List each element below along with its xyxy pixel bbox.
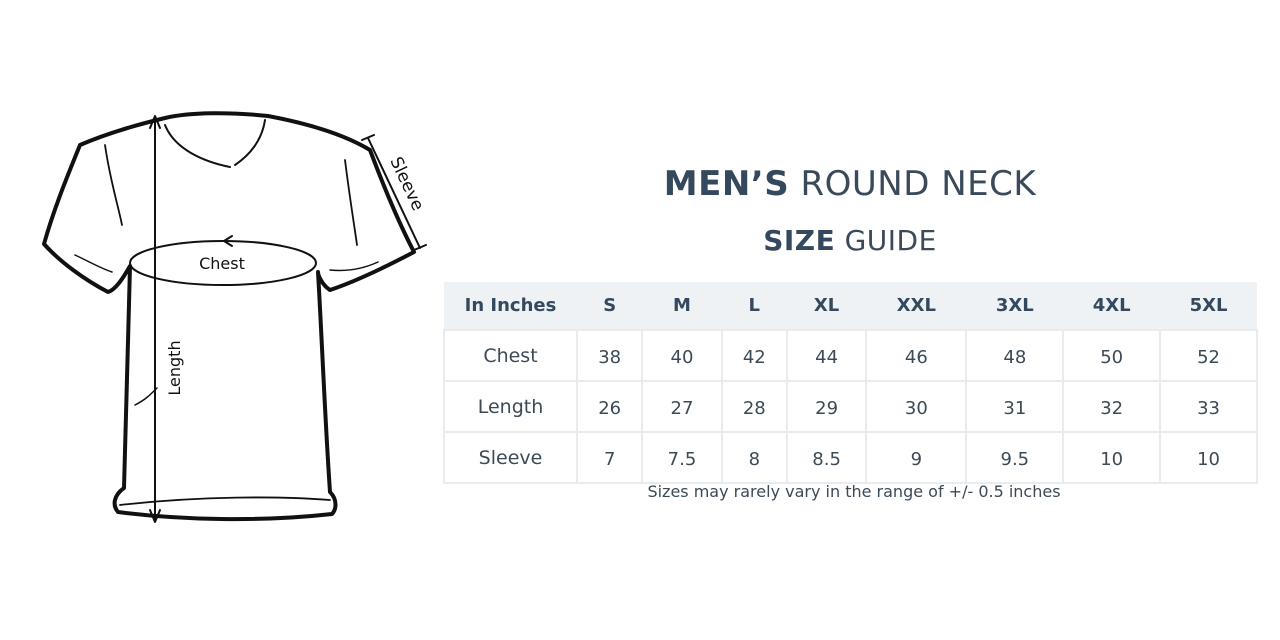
column-header: 4XL <box>1063 282 1161 330</box>
row-label: Chest <box>443 329 578 382</box>
table-cell: 10 <box>1062 431 1162 484</box>
column-header: 3XL <box>966 282 1064 330</box>
table-cell: 38 <box>575 329 644 382</box>
table-cell: 7 <box>575 431 644 484</box>
chest-label: Chest <box>199 254 245 273</box>
sleeve-arrow <box>361 134 427 251</box>
title-bold: MEN’S <box>663 164 790 204</box>
table-cell: 46 <box>865 329 968 382</box>
table-cell: 8.5 <box>785 431 868 484</box>
shirt-outline <box>42 111 416 522</box>
table-cell: 31 <box>965 380 1065 433</box>
table-cell: 42 <box>720 329 788 382</box>
table-cell: 27 <box>641 380 723 433</box>
table-row: Chest 38 40 42 44 46 48 50 52 <box>443 329 1258 382</box>
table-cell: 44 <box>785 329 868 382</box>
column-header: 5XL <box>1160 282 1257 330</box>
column-header: M <box>642 282 722 330</box>
table-cell: 28 <box>720 380 788 433</box>
table-cell: 10 <box>1159 431 1258 484</box>
column-header: XL <box>786 282 867 330</box>
length-arrow <box>149 115 161 523</box>
page-subtitle: SIZE GUIDE <box>440 224 1260 257</box>
column-header: XXL <box>866 282 967 330</box>
page-title: MEN’S ROUND NECK <box>440 164 1260 204</box>
column-header: L <box>721 282 787 330</box>
subtitle-light: GUIDE <box>844 224 937 257</box>
table-cell: 30 <box>865 380 968 433</box>
size-note: Sizes may rarely vary in the range of +/… <box>647 482 1061 501</box>
row-label: Length <box>443 380 578 433</box>
title-light: ROUND NECK <box>800 164 1037 204</box>
table-cell: 9 <box>865 431 968 484</box>
table-cell: 26 <box>575 380 644 433</box>
table-row: Length 26 27 28 29 30 31 32 33 <box>443 380 1258 433</box>
table-header-row: In Inches S M L XL XXL 3XL 4XL 5XL <box>444 282 1257 330</box>
table-cell: 40 <box>641 329 723 382</box>
table-cell: 29 <box>785 380 868 433</box>
table-cell: 9.5 <box>965 431 1065 484</box>
table-cell: 7.5 <box>641 431 723 484</box>
table-cell: 33 <box>1159 380 1258 433</box>
table-cell: 50 <box>1062 329 1162 382</box>
table-row: Sleeve 7 7.5 8 8.5 9 9.5 10 10 <box>443 431 1258 484</box>
row-label: Sleeve <box>443 431 578 484</box>
subtitle-bold: SIZE <box>763 224 836 257</box>
table-cell: 52 <box>1159 329 1258 382</box>
table-cell: 48 <box>965 329 1065 382</box>
length-label: Length <box>165 340 184 395</box>
tshirt-diagram: Chest Length Sleeve <box>42 111 428 523</box>
table-cell: 8 <box>720 431 788 484</box>
size-table: In Inches S M L XL XXL 3XL 4XL 5XL Chest 38 40 42 44… <box>443 282 1258 484</box>
column-header: In Inches <box>444 282 577 330</box>
column-header: S <box>577 282 643 330</box>
table-cell: 32 <box>1062 380 1162 433</box>
